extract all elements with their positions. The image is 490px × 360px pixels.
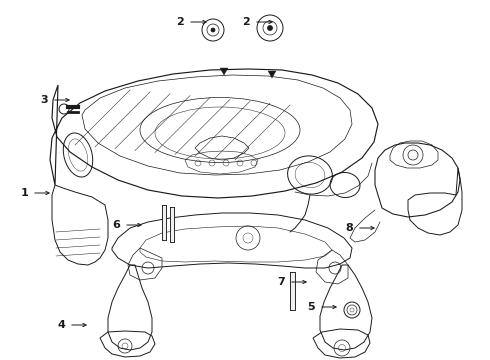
Polygon shape	[220, 68, 228, 75]
Text: 8: 8	[345, 223, 353, 233]
Circle shape	[268, 26, 272, 31]
Text: 6: 6	[112, 220, 120, 230]
Circle shape	[211, 28, 215, 32]
Polygon shape	[162, 205, 166, 240]
Text: 3: 3	[40, 95, 48, 105]
Text: 5: 5	[307, 302, 315, 312]
Text: 7: 7	[277, 277, 285, 287]
Polygon shape	[290, 272, 295, 310]
Text: 1: 1	[20, 188, 28, 198]
Polygon shape	[268, 71, 276, 78]
Text: 2: 2	[242, 17, 250, 27]
Text: 4: 4	[57, 320, 65, 330]
Text: 2: 2	[176, 17, 184, 27]
Polygon shape	[170, 207, 174, 242]
